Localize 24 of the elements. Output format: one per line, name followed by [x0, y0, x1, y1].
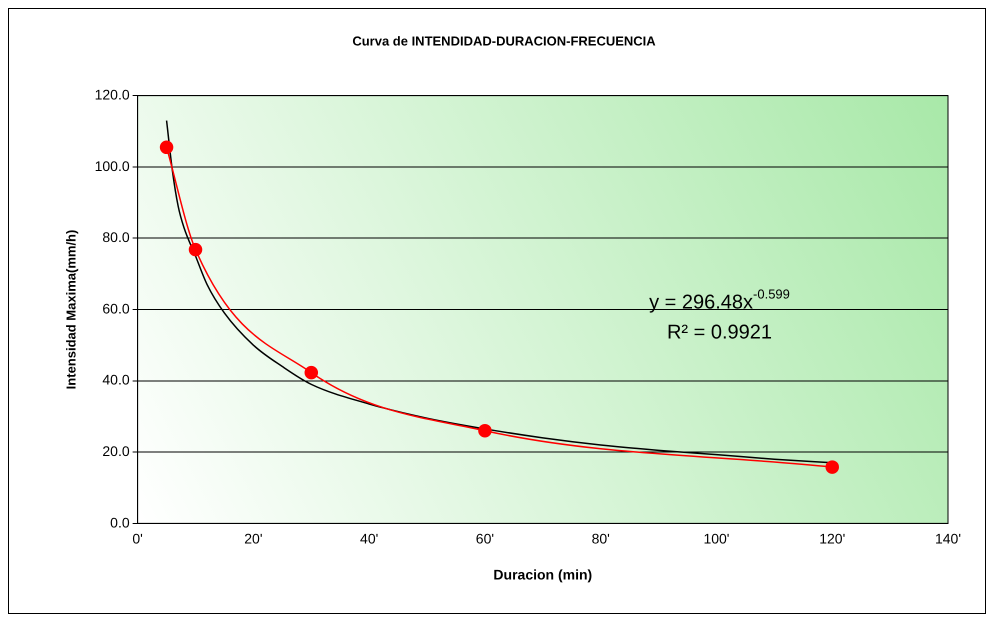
- x-tick-label: 40': [360, 530, 378, 547]
- x-tick-label: 20': [244, 530, 263, 547]
- x-tick-label: 140': [934, 530, 962, 547]
- y-tick-label: 80.0: [102, 229, 130, 246]
- x-tick-label: 60': [476, 530, 494, 547]
- point: [478, 424, 492, 438]
- point: [304, 366, 318, 380]
- x-tick-label: 120': [819, 530, 846, 547]
- y-tick-label: 0.0: [110, 514, 130, 530]
- y-tick-label: 40.0: [102, 372, 130, 388]
- x-tick-label: 0': [132, 530, 143, 547]
- point: [160, 140, 174, 154]
- x-axis-title: Duracion (min): [493, 566, 592, 582]
- x-tick-label: 100': [703, 530, 730, 547]
- y-tick-label: 60.0: [102, 300, 130, 316]
- point: [188, 242, 202, 256]
- y-tick-label: 120.0: [94, 86, 130, 102]
- y-tick-label: 100.0: [94, 158, 130, 174]
- annotation: R² = 0.9921: [666, 322, 772, 344]
- point: [825, 460, 839, 474]
- x-tick-label: 80': [592, 530, 610, 547]
- y-tick-label: 20.0: [102, 442, 130, 459]
- y-axis-title: Intensidad Maxima(mm/h): [63, 230, 78, 390]
- chart-title: Curva de INTENDIDAD-DURACION-FRECUENCIA: [352, 33, 656, 48]
